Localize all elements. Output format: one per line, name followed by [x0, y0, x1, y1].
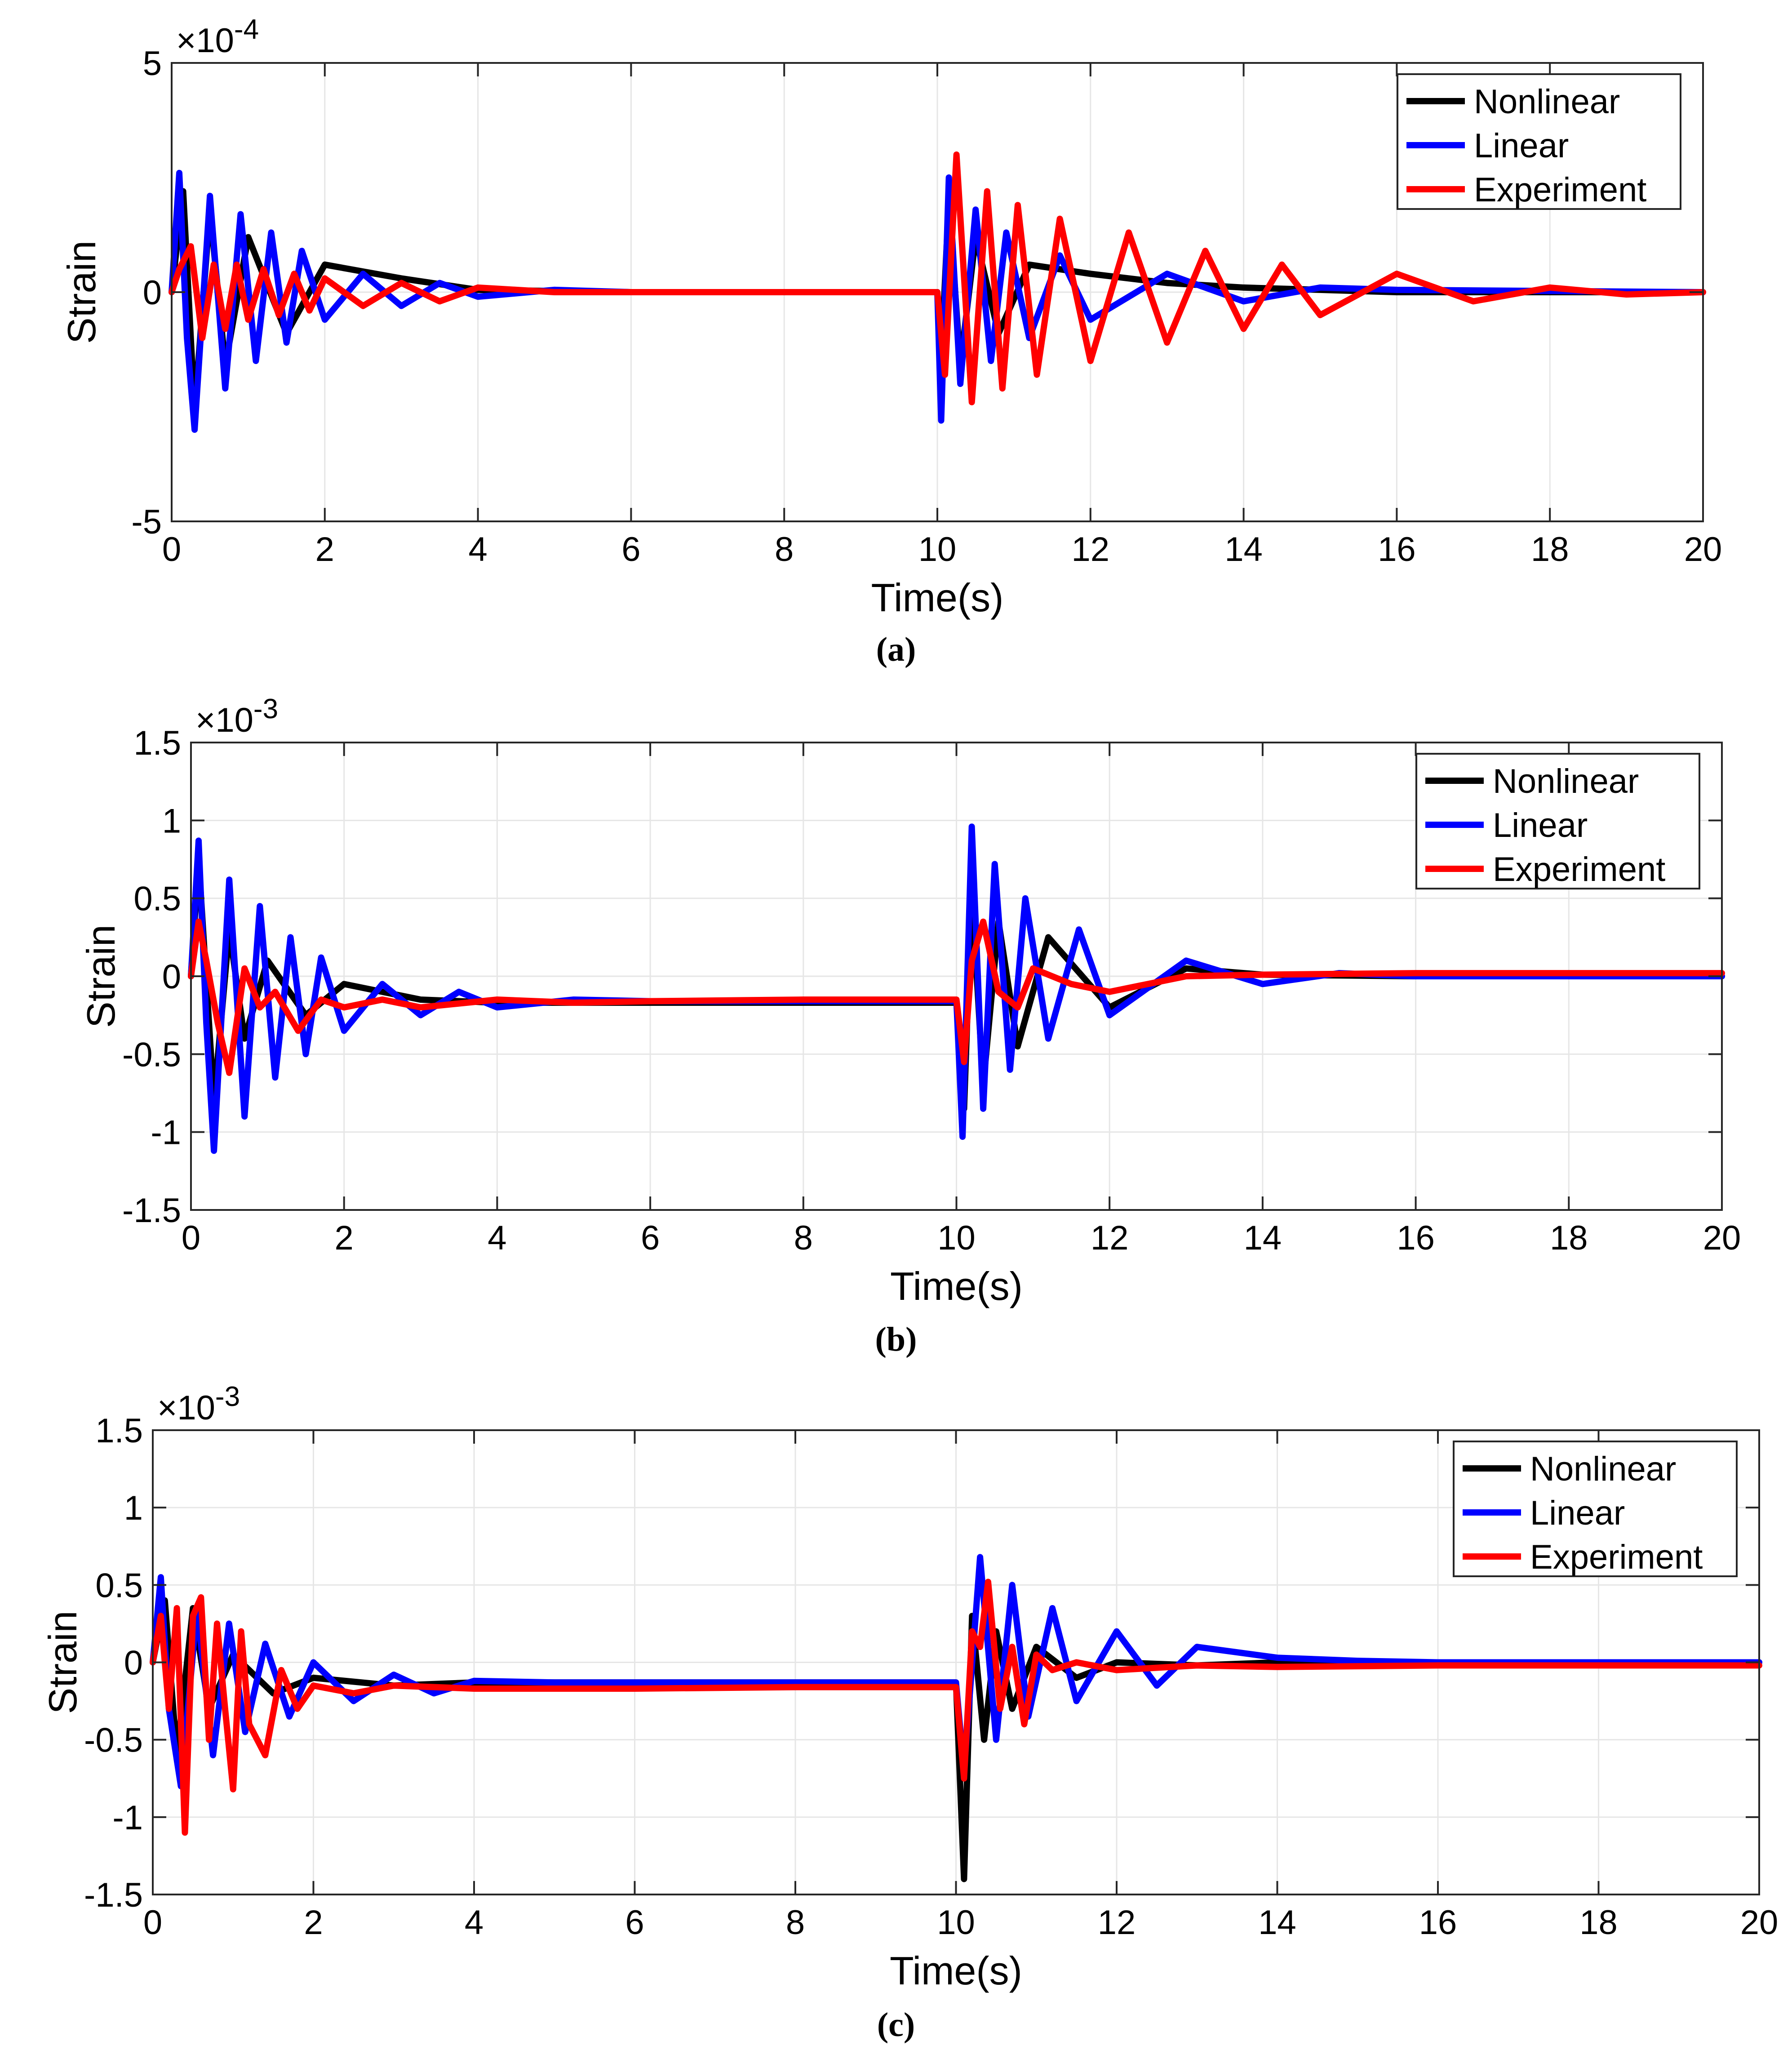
x-tick-label: 0	[182, 1219, 200, 1257]
y-tick-label: -0.5	[84, 1721, 143, 1760]
y-tick-label: -0.5	[122, 1036, 181, 1074]
exponent-label: ×10-4	[176, 14, 259, 60]
series-line-experiment	[150, 1579, 1762, 1836]
exponent-base: ×10	[195, 701, 253, 739]
x-tick-label: 0	[143, 1903, 162, 1942]
y-tick-label: 0	[143, 274, 162, 312]
exponent-power: -3	[253, 694, 278, 725]
x-tick-label: 18	[1550, 1219, 1588, 1257]
y-axis-label: Strain	[40, 1611, 85, 1714]
x-tick-label: 20	[1684, 530, 1722, 569]
x-tick-label: 8	[794, 1219, 813, 1257]
y-tick-label: -1.5	[84, 1876, 143, 1914]
exponent-power: -3	[215, 1381, 240, 1412]
x-tick-label: 14	[1224, 530, 1263, 569]
x-tick-label: 16	[1397, 1219, 1435, 1257]
legend-label-experiment: Experiment	[1474, 171, 1646, 209]
x-tick-label: 12	[1091, 1219, 1129, 1257]
y-tick-label: 0.5	[95, 1566, 143, 1605]
x-tick-label: 10	[918, 530, 957, 569]
exponent-label: ×10-3	[157, 1381, 240, 1427]
x-tick-label: 2	[335, 1219, 354, 1257]
y-tick-label: 1.5	[133, 724, 181, 762]
legend-label-linear: Linear	[1474, 127, 1569, 165]
y-tick-label: -1.5	[122, 1192, 181, 1230]
x-tick-label: 20	[1740, 1903, 1779, 1942]
legend-label-experiment: Experiment	[1493, 850, 1665, 889]
x-tick-label: 6	[641, 1219, 660, 1257]
series-line-experiment	[169, 151, 1706, 405]
figure-caption: (b)	[875, 1321, 917, 1358]
x-axis-label: Time(s)	[890, 1948, 1022, 1993]
exponent-base: ×10	[176, 22, 234, 60]
exponent-power: -4	[234, 14, 259, 45]
x-tick-label: 6	[625, 1903, 644, 1942]
x-tick-label: 2	[315, 530, 334, 569]
chart-panel-a: 0 2 4 6 8 10 12 14 16 18 20-505×10-4Time(s)StrainN…	[59, 14, 1722, 668]
figure-caption: (c)	[877, 2006, 915, 2044]
x-tick-label: 4	[465, 1903, 483, 1942]
x-tick-label: 4	[488, 1219, 506, 1257]
x-axis-label: Time(s)	[890, 1264, 1023, 1308]
x-tick-label: 10	[937, 1219, 976, 1257]
legend-label-nonlinear: Nonlinear	[1474, 83, 1620, 121]
x-tick-label: 14	[1244, 1219, 1282, 1257]
y-tick-label: 0	[162, 958, 181, 996]
x-tick-label: 12	[1072, 530, 1110, 569]
legend-label-nonlinear: Nonlinear	[1493, 762, 1639, 800]
x-tick-label: 12	[1098, 1903, 1136, 1942]
y-tick-label: 1	[162, 802, 181, 840]
y-tick-label: -1	[151, 1114, 181, 1152]
legend-label-nonlinear: Nonlinear	[1530, 1450, 1676, 1488]
x-tick-label: 0	[162, 530, 181, 569]
series-line-experiment	[188, 918, 1725, 1076]
x-tick-label: 6	[621, 530, 640, 569]
x-tick-label: 10	[937, 1903, 975, 1942]
x-tick-label: 8	[775, 530, 794, 569]
legend-label-linear: Linear	[1493, 806, 1588, 845]
x-tick-label: 16	[1419, 1903, 1457, 1942]
exponent-base: ×10	[157, 1389, 215, 1427]
legend-label-experiment: Experiment	[1530, 1538, 1703, 1576]
x-tick-label: 16	[1378, 530, 1416, 569]
y-tick-label: 5	[143, 44, 162, 83]
x-tick-label: 18	[1531, 530, 1569, 569]
y-axis-label: Strain	[59, 240, 104, 344]
chart-panel-b: 0 2 4 6 8 10 12 14 16 18 20 -1.5 -1 -0.5 0 0.5 1 1.5 ×10-3…	[79, 694, 1741, 1358]
x-tick-label: 18	[1579, 1903, 1618, 1942]
x-axis-label: Time(s)	[871, 575, 1004, 620]
x-tick-label: 14	[1258, 1903, 1296, 1942]
legend-label-linear: Linear	[1530, 1494, 1625, 1532]
x-tick-label: 4	[468, 530, 487, 569]
x-tick-label: 2	[304, 1903, 323, 1942]
x-tick-label: 20	[1703, 1219, 1741, 1257]
exponent-label: ×10-3	[195, 694, 278, 739]
x-tick-label: 8	[786, 1903, 805, 1942]
y-tick-label: -5	[131, 503, 162, 541]
y-tick-label: 1.5	[95, 1412, 143, 1450]
y-axis-label: Strain	[79, 925, 123, 1028]
y-tick-label: 0.5	[133, 880, 181, 918]
y-tick-label: -1	[112, 1799, 143, 1837]
figure-caption: (a)	[876, 631, 916, 668]
chart-panel-c: 0 2 4 6 8 10 12 14 16 18 20 -1.5 -1 -0.5 0 0.5 1 1.5 ×10-3…	[40, 1381, 1778, 2044]
y-tick-label: 0	[124, 1644, 143, 1682]
y-tick-label: 1	[124, 1489, 143, 1527]
